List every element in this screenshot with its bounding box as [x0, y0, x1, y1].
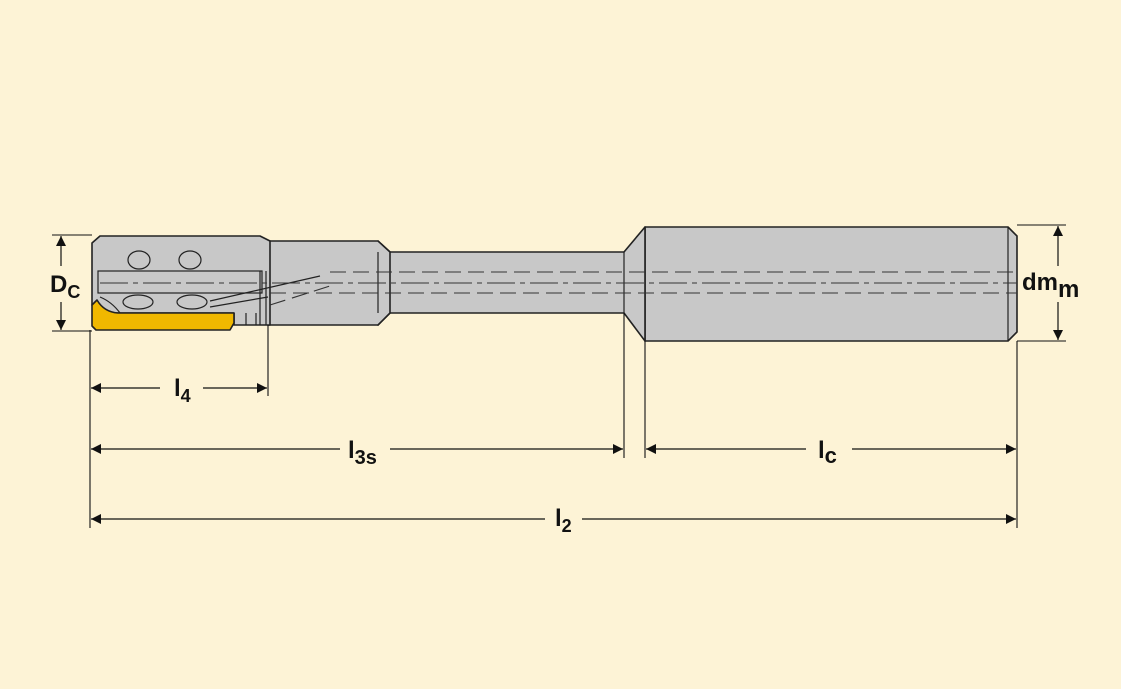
- insert: [91, 299, 235, 331]
- screw-icon: [178, 250, 202, 270]
- screw-icon: [176, 294, 208, 310]
- coolant-channel: [269, 271, 1017, 306]
- label-dc: DC: [50, 271, 80, 302]
- screw-icon: [127, 250, 151, 270]
- dimension-labels: DC dmm l4 l3s lc l2: [50, 269, 1079, 536]
- screw-icon: [122, 294, 154, 310]
- label-l3s: l3s: [348, 437, 377, 469]
- neck: [377, 226, 646, 342]
- tool: [91, 226, 1018, 342]
- label-l4: l4: [174, 375, 191, 406]
- label-l2: l2: [555, 505, 572, 536]
- label-dmm: dmm: [1022, 269, 1079, 303]
- label-lc: lc: [818, 437, 837, 468]
- dimension-lines: [56, 226, 1063, 524]
- extension-lines: [52, 224, 1066, 528]
- shank: [644, 226, 1018, 342]
- head-details: [97, 227, 1009, 341]
- screws: [122, 250, 208, 310]
